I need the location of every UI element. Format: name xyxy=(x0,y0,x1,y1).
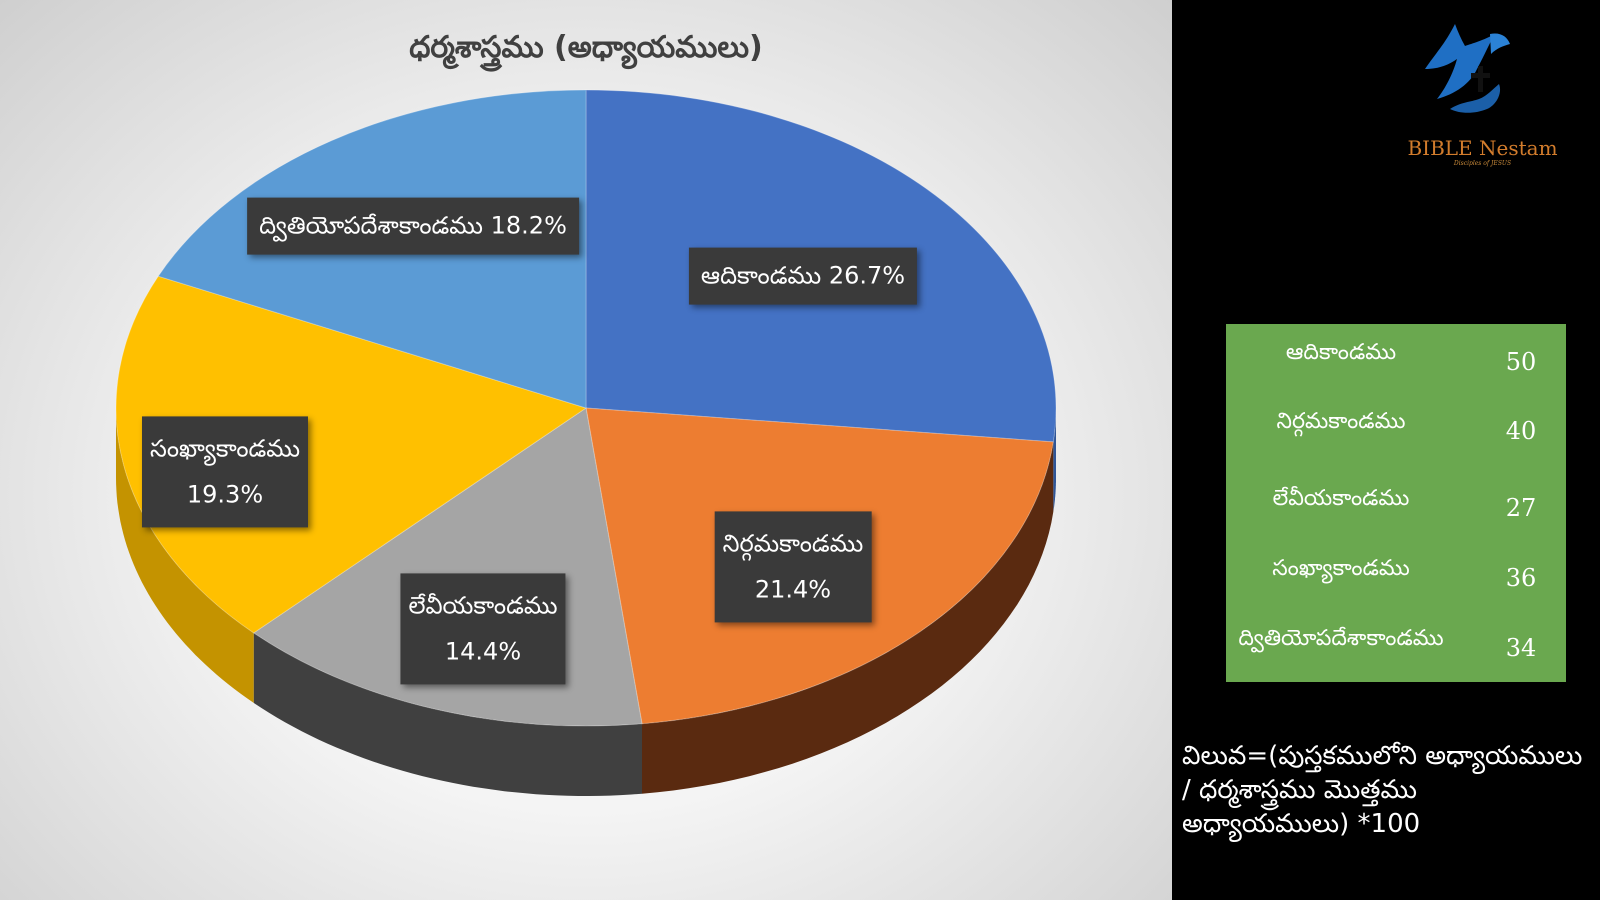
pie-side-3 xyxy=(116,408,254,703)
chapter-count: 27 xyxy=(1505,494,1537,522)
chapter-count: 50 xyxy=(1505,348,1537,376)
data-label-value: 14.4% xyxy=(444,637,522,665)
data-label-value: 19.3% xyxy=(186,480,264,508)
data-label-0: ఆదికాండము 26.7% xyxy=(688,247,918,305)
data-label-1: నిర్గమకాండము 21.4% xyxy=(714,511,872,623)
logo: BIBLE Nestam Disciples of JESUS xyxy=(1395,14,1570,174)
data-label-category: సంఖ్యాకాండము xyxy=(149,434,301,463)
table-row: ఆదికాండము 50 xyxy=(1226,340,1566,380)
chapter-counts-table: ఆదికాండము 50 నిర్గమకాండము 40 లేవీయకాండము… xyxy=(1226,324,1566,682)
data-label-2: లేవీయకాండము 14.4% xyxy=(400,573,566,685)
book-name: సంఖ్యాకాండము xyxy=(1272,556,1410,581)
book-name: ద్వితియోపదేశాకాండము xyxy=(1238,626,1444,651)
chart-title: ధర్మశాస్త్రము (అధ్యాయములు) xyxy=(409,30,763,65)
pie-side-0 xyxy=(1053,408,1056,512)
chapter-count: 36 xyxy=(1505,564,1537,592)
logo-tagline: Disciples of JESUS xyxy=(1453,160,1512,167)
data-label-value: 21.4% xyxy=(754,575,832,603)
data-label-category: ద్వితియోపదేశాకాండము xyxy=(259,211,491,240)
dove-cross-hand-icon xyxy=(1425,24,1510,113)
table-row: లేవీయకాండము 27 xyxy=(1226,486,1566,526)
book-name: లేవీయకాండము xyxy=(1272,486,1410,511)
book-name: ఆదికాండము xyxy=(1285,340,1397,365)
table-row: ద్వితియోపదేశాకాండము 34 xyxy=(1226,626,1566,666)
data-label-category: ఆదికాండము xyxy=(700,261,829,290)
data-label-value: 26.7% xyxy=(828,261,906,290)
data-label-category: నిర్గమకాండము xyxy=(722,529,864,558)
chart-panel: ధర్మశాస్త్రము (అధ్యాయములు) ఆదికాండము 26.… xyxy=(0,0,1172,900)
table-row: నిర్గమకాండము 40 xyxy=(1226,409,1566,449)
table-row: సంఖ్యాకాండము 36 xyxy=(1226,556,1566,596)
book-name: నిర్గమకాండము xyxy=(1276,409,1406,434)
logo-text: BIBLE Nestam xyxy=(1407,136,1558,160)
percentage-formula: విలువ=(పుస్తకములోని అధ్యాయములు / ధర్మశాస… xyxy=(1182,741,1583,839)
chapter-count: 34 xyxy=(1505,634,1537,662)
pie-slice-3 xyxy=(115,275,588,634)
data-label-value: 18.2% xyxy=(490,211,567,240)
pie-side-1 xyxy=(642,441,1054,794)
chapter-count: 40 xyxy=(1505,417,1537,445)
data-label-category: లేవీయకాండము xyxy=(408,591,558,620)
data-label-4: ద్వితియోపదేశాకాండము 18.2% xyxy=(247,197,579,255)
pie-side-2 xyxy=(253,632,642,796)
data-label-3: సంఖ్యాకాండము 19.3% xyxy=(141,416,309,528)
